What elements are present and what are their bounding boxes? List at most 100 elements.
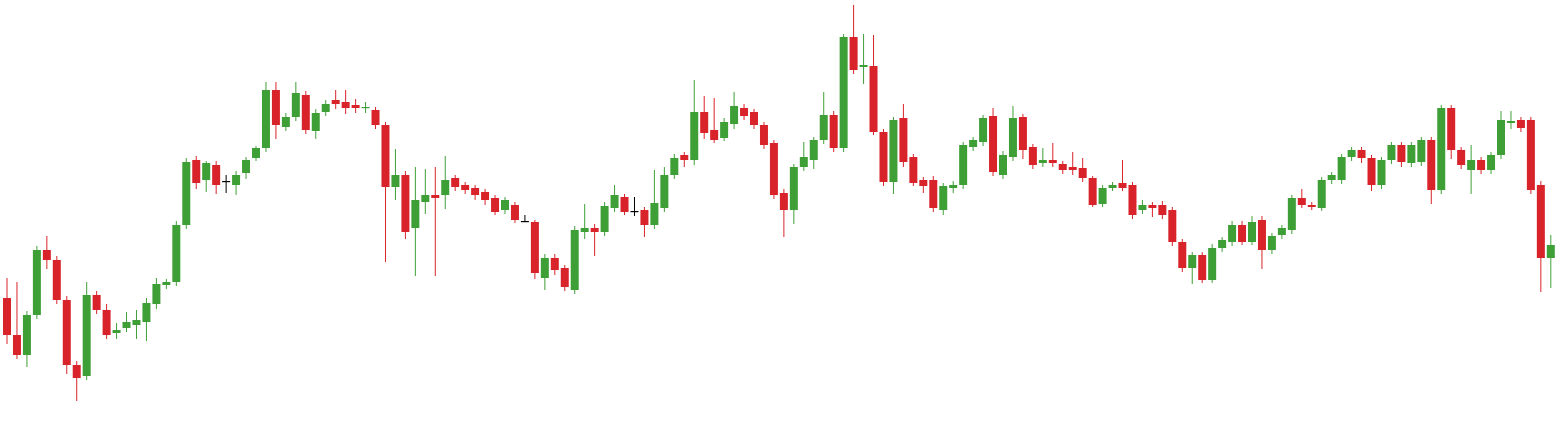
- candle-body: [481, 192, 490, 200]
- candle-body: [620, 197, 629, 212]
- candle-body: [520, 221, 529, 223]
- candle-body: [809, 140, 818, 160]
- candle-body: [590, 228, 599, 232]
- candle-body: [1138, 205, 1147, 210]
- candle-body: [690, 112, 699, 160]
- candle-body: [1148, 205, 1157, 208]
- candle-body: [431, 195, 440, 198]
- candle-body: [461, 185, 470, 190]
- candle-body: [1248, 222, 1256, 242]
- candle-body: [441, 180, 450, 195]
- candle-body: [491, 198, 500, 212]
- candle-body: [271, 90, 280, 125]
- candle-body: [1526, 120, 1535, 190]
- candle-body: [1028, 147, 1037, 165]
- candle-body: [42, 250, 51, 260]
- candle-body: [839, 37, 848, 148]
- candle-body: [1257, 220, 1266, 250]
- candle-body: [361, 107, 370, 109]
- candle-body: [759, 125, 768, 145]
- candle-body: [680, 155, 689, 160]
- candle-body: [1317, 180, 1326, 208]
- candle-body: [1108, 185, 1117, 188]
- candle-body: [331, 100, 340, 104]
- candle-body: [172, 225, 181, 282]
- candle-body: [899, 118, 908, 162]
- candle-body: [1228, 225, 1237, 242]
- candle-body: [869, 66, 878, 132]
- candle-body: [660, 175, 669, 208]
- candle-body: [889, 120, 898, 182]
- candle-body: [640, 210, 649, 225]
- candle-body: [351, 105, 360, 108]
- candle-body: [700, 112, 709, 133]
- candle-body: [740, 108, 749, 116]
- candle-body: [550, 258, 559, 270]
- candle-body: [989, 116, 998, 172]
- candle-body: [1178, 242, 1187, 268]
- candle-body: [819, 115, 828, 140]
- candle-body: [1417, 140, 1426, 162]
- candle-body: [1516, 120, 1525, 128]
- candle-body: [252, 148, 260, 158]
- candle-body: [829, 115, 838, 148]
- candle-body: [261, 90, 270, 148]
- candle-body: [232, 175, 241, 185]
- candle-body: [1058, 164, 1067, 170]
- candle-body: [769, 143, 778, 195]
- candle-body: [939, 186, 948, 210]
- candle-body: [1088, 178, 1097, 205]
- candle-body: [540, 258, 549, 278]
- candle-body: [32, 250, 41, 315]
- candle-body: [1198, 255, 1207, 280]
- candle-body: [1098, 188, 1107, 204]
- candle-body: [1546, 245, 1555, 258]
- candle-body: [1307, 205, 1316, 207]
- candle-body: [670, 158, 679, 175]
- candle-body: [570, 230, 579, 290]
- candle-body: [311, 113, 320, 131]
- candle-body: [411, 200, 420, 228]
- candle-body: [720, 122, 729, 138]
- candle-body: [391, 175, 400, 187]
- candle-body: [1287, 198, 1296, 230]
- candle-body: [1367, 158, 1376, 185]
- candle-body: [959, 145, 968, 185]
- candle-body: [849, 37, 858, 70]
- candle-body: [92, 295, 101, 310]
- candle-body: [212, 165, 221, 185]
- candle-body: [879, 132, 888, 182]
- candle-body: [162, 282, 171, 285]
- candle-body: [1506, 121, 1515, 123]
- candle-body: [202, 163, 211, 180]
- candle-body: [182, 162, 191, 225]
- candle-body: [1427, 140, 1436, 190]
- candle-body: [222, 181, 231, 183]
- candle-body: [1238, 225, 1247, 242]
- candle-body: [560, 268, 569, 287]
- candle-body: [22, 315, 31, 355]
- candle-body: [281, 117, 290, 127]
- candle-body: [1038, 160, 1047, 163]
- candle-body: [1377, 160, 1386, 185]
- candle-body: [1447, 108, 1456, 150]
- candle-body: [1018, 117, 1027, 150]
- candle-body: [1487, 155, 1496, 170]
- candle-body: [12, 335, 21, 355]
- candle-body: [630, 211, 639, 213]
- candle-body: [1437, 108, 1446, 190]
- candle-body: [1297, 198, 1306, 205]
- candle-body: [132, 320, 141, 325]
- candle-body: [999, 155, 1007, 175]
- candle-body: [301, 95, 310, 130]
- candle-body: [451, 178, 460, 187]
- candle-body: [1078, 168, 1087, 178]
- candle-body: [799, 157, 808, 167]
- candle-body: [1387, 145, 1396, 160]
- candle-body: [242, 160, 251, 173]
- candle-body: [1267, 236, 1276, 250]
- candle-body: [1048, 160, 1057, 163]
- candle-body: [650, 203, 659, 225]
- candle-body: [152, 284, 161, 304]
